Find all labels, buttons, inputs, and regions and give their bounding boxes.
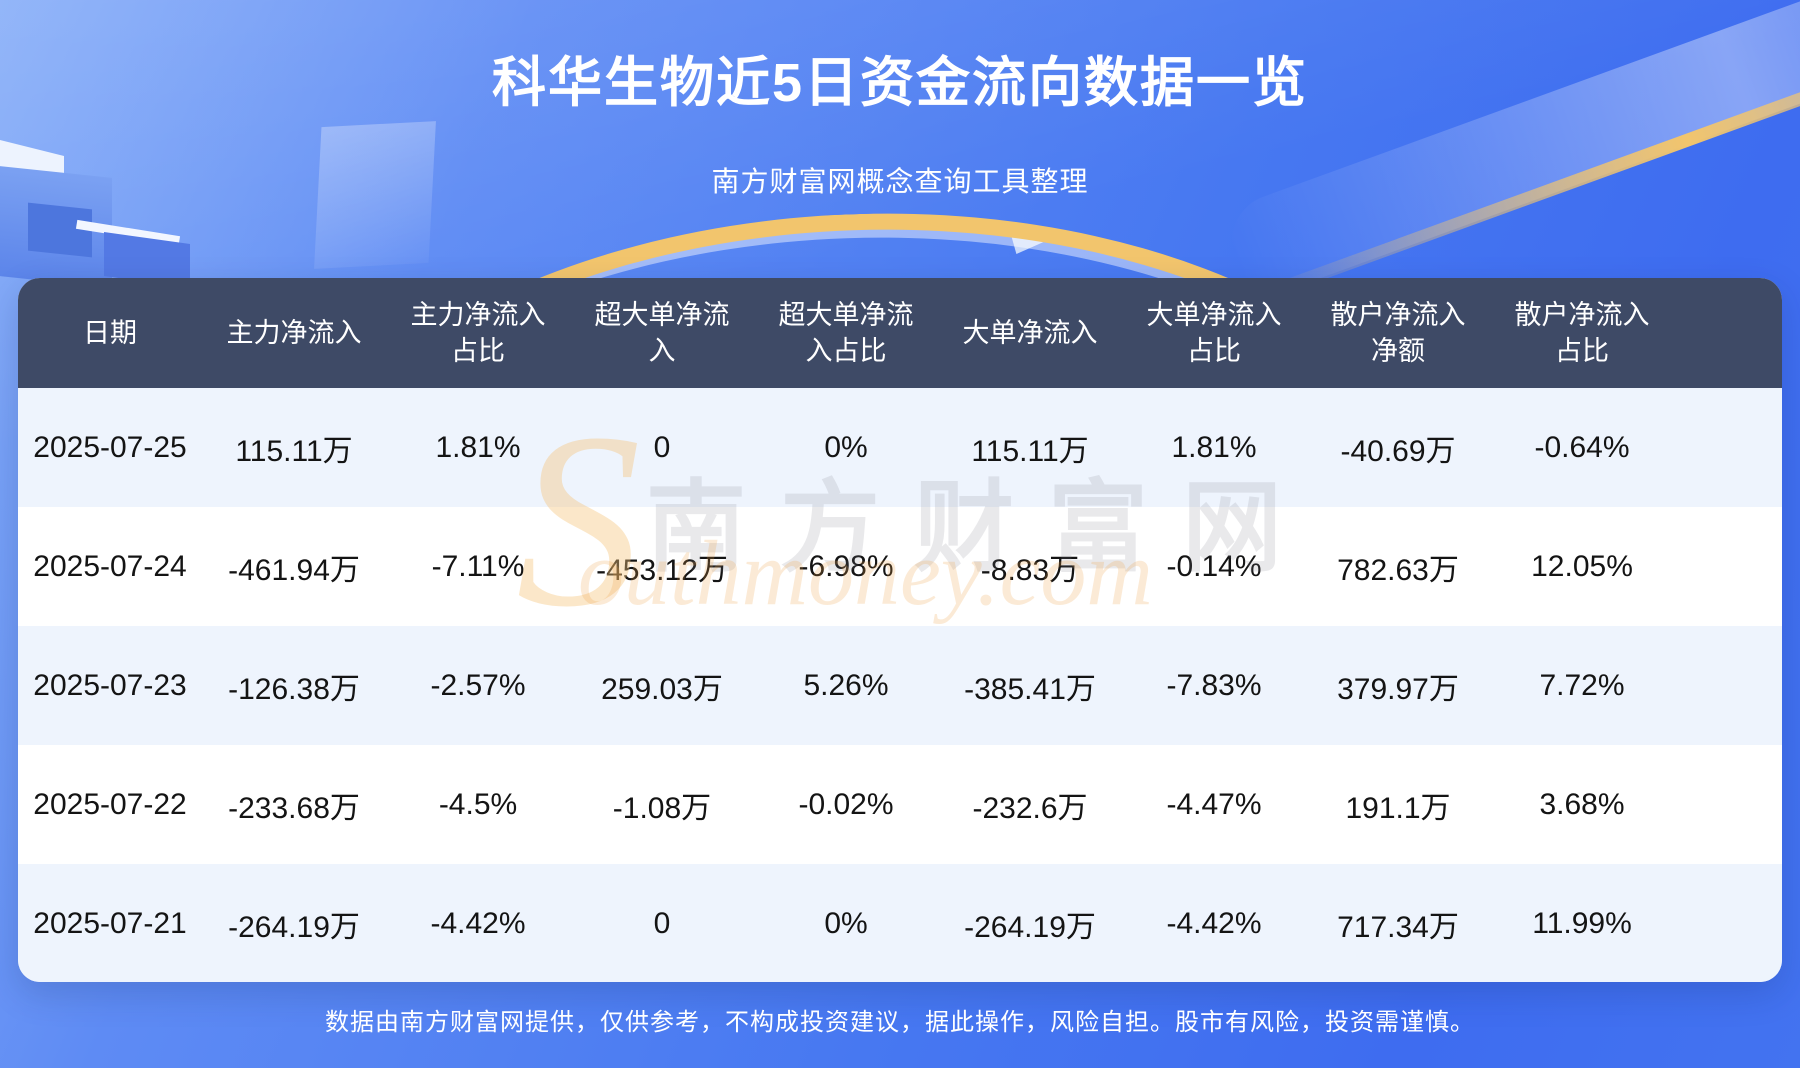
column-header-main-net-inflow: 主力净流入	[202, 278, 386, 388]
date-cell: 2025-07-22	[18, 745, 202, 864]
table-row: 2025-07-23 -126.38万 -2.57% 259.03万 5.26%…	[18, 626, 1782, 745]
table-row: 2025-07-25 115.11万 1.81% 0 0% 115.11万 1.…	[18, 388, 1782, 507]
spacer-cell	[1674, 507, 1782, 626]
table-cell: -232.6万	[938, 745, 1122, 864]
table-cell: -126.38万	[202, 626, 386, 745]
column-header-spacer	[1674, 278, 1782, 388]
table-cell: 191.1万	[1306, 745, 1490, 864]
table-cell: 3.68%	[1490, 745, 1674, 864]
table-cell: -0.14%	[1122, 507, 1306, 626]
spacer-cell	[1674, 745, 1782, 864]
table-cell: -233.68万	[202, 745, 386, 864]
table-cell: 379.97万	[1306, 626, 1490, 745]
column-header-large-order-net-inflow: 大单净流入	[938, 278, 1122, 388]
spacer-cell	[1674, 626, 1782, 745]
spacer-cell	[1674, 388, 1782, 507]
column-header-retail-net-inflow-ratio: 散户净流入 占比	[1490, 278, 1674, 388]
table-cell: 12.05%	[1490, 507, 1674, 626]
footer-disclaimer: 数据由南方财富网提供，仅供参考，不构成投资建议，据此操作，风险自担。股市有风险，…	[325, 1009, 1475, 1036]
table-cell: 782.63万	[1306, 507, 1490, 626]
table-cell: 0%	[754, 388, 938, 507]
table-row: 2025-07-24 -461.94万 -7.11% -453.12万 -6.9…	[18, 507, 1782, 626]
table-cell: -264.19万	[938, 864, 1122, 982]
table-cell: 7.72%	[1490, 626, 1674, 745]
table-cell: -2.57%	[386, 626, 570, 745]
table-cell: -4.42%	[1122, 864, 1306, 982]
table-cell: -6.98%	[754, 507, 938, 626]
page-subtitle: 南方财富网概念查询工具整理	[711, 166, 1089, 198]
table-cell: 11.99%	[1490, 864, 1674, 982]
table-cell: -4.42%	[386, 864, 570, 982]
column-header-date: 日期	[18, 278, 202, 388]
table-cell: 0	[570, 388, 754, 507]
table-cell: 115.11万	[202, 388, 386, 507]
table-cell: 1.81%	[1122, 388, 1306, 507]
fund-flow-table: 日期 主力净流入 主力净流入 占比 超大单净流 入 超大单净流 入占比 大单净流…	[18, 278, 1782, 982]
table-cell: -7.83%	[1122, 626, 1306, 745]
date-cell: 2025-07-25	[18, 388, 202, 507]
table-cell: 0	[570, 864, 754, 982]
spacer-cell	[1674, 864, 1782, 982]
table-cell: -4.5%	[386, 745, 570, 864]
column-header-main-net-inflow-ratio: 主力净流入 占比	[386, 278, 570, 388]
table-row: 2025-07-21 -264.19万 -4.42% 0 0% -264.19万…	[18, 864, 1782, 982]
table-cell: -461.94万	[202, 507, 386, 626]
table-cell: 1.81%	[386, 388, 570, 507]
table-cell: -453.12万	[570, 507, 754, 626]
table-cell: -0.02%	[754, 745, 938, 864]
table-cell: 115.11万	[938, 388, 1122, 507]
date-cell: 2025-07-21	[18, 864, 202, 982]
table-cell: -4.47%	[1122, 745, 1306, 864]
table-cell: -8.83万	[938, 507, 1122, 626]
table-cell: -40.69万	[1306, 388, 1490, 507]
table-row: 2025-07-22 -233.68万 -4.5% -1.08万 -0.02% …	[18, 745, 1782, 864]
table-cell: 717.34万	[1306, 864, 1490, 982]
table-cell: -385.41万	[938, 626, 1122, 745]
table-cell: -264.19万	[202, 864, 386, 982]
column-header-retail-net-inflow: 散户净流入 净额	[1306, 278, 1490, 388]
podium-shape	[28, 202, 92, 258]
table-header-row: 日期 主力净流入 主力净流入 占比 超大单净流 入 超大单净流 入占比 大单净流…	[18, 278, 1782, 388]
table-cell: 259.03万	[570, 626, 754, 745]
table-cell: -7.11%	[386, 507, 570, 626]
table-cell: 5.26%	[754, 626, 938, 745]
column-header-xl-order-net-inflow: 超大单净流 入	[570, 278, 754, 388]
table-cell: -1.08万	[570, 745, 754, 864]
table-cell: -0.64%	[1490, 388, 1674, 507]
fund-flow-table-card: 日期 主力净流入 主力净流入 占比 超大单净流 入 超大单净流 入占比 大单净流…	[18, 278, 1782, 982]
heading-block: 科华生物近5日资金流向数据一览 南方财富网概念查询工具整理	[0, 0, 1800, 200]
date-cell: 2025-07-23	[18, 626, 202, 745]
page-title: 科华生物近5日资金流向数据一览	[491, 53, 1309, 113]
column-header-xl-order-net-inflow-ratio: 超大单净流 入占比	[754, 278, 938, 388]
column-header-large-order-net-inflow-ratio: 大单净流入 占比	[1122, 278, 1306, 388]
date-cell: 2025-07-24	[18, 507, 202, 626]
table-cell: 0%	[754, 864, 938, 982]
